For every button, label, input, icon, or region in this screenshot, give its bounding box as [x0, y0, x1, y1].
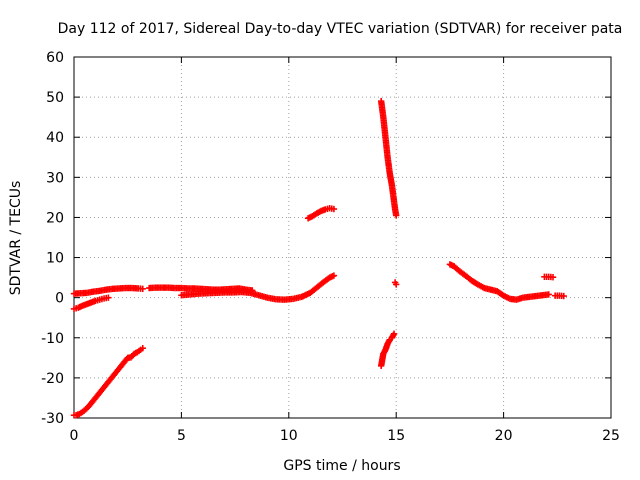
plot-frame [73, 56, 612, 419]
y-tick-label: 60 [46, 50, 64, 66]
x-tick-label: 0 [70, 428, 79, 444]
y-tick-label: 40 [46, 130, 64, 146]
grid [74, 57, 611, 418]
x-tick-label: 10 [280, 428, 298, 444]
chart-title: Day 112 of 2017, Sidereal Day-to-day VTE… [58, 21, 623, 37]
data-point [330, 205, 338, 213]
y-tick-label: 50 [46, 90, 64, 106]
x-tick-label: 20 [495, 428, 513, 444]
y-tick-label: 20 [46, 210, 64, 226]
data-point [330, 272, 338, 279]
y-tick-label: -20 [41, 371, 64, 387]
data-point [560, 292, 567, 300]
axis-ticks: 0 5 10 15 20 25 -30 -20 -10 0 10 20 30 40 50 60 [41, 50, 620, 444]
x-tick-label: 5 [177, 428, 186, 444]
y-tick-label: -30 [41, 411, 64, 427]
data-point [390, 330, 398, 337]
y-tick-label: -10 [41, 331, 64, 347]
data-point [139, 285, 146, 293]
x-tick-label: 15 [387, 428, 405, 444]
y-tick-label: 10 [46, 251, 64, 267]
data-point [393, 281, 400, 288]
x-tick-label: 25 [602, 428, 620, 444]
data-point [105, 294, 112, 301]
data-point [549, 274, 557, 281]
y-tick-label: 0 [55, 291, 64, 307]
data-point [393, 212, 400, 219]
data-point [139, 345, 146, 352]
data-point [545, 291, 552, 298]
y-axis-label: SDTVAR / TECUs [8, 181, 24, 296]
y-tick-label: 30 [46, 170, 64, 186]
data-points [70, 97, 567, 419]
x-axis-label: GPS time / hours [283, 458, 400, 474]
